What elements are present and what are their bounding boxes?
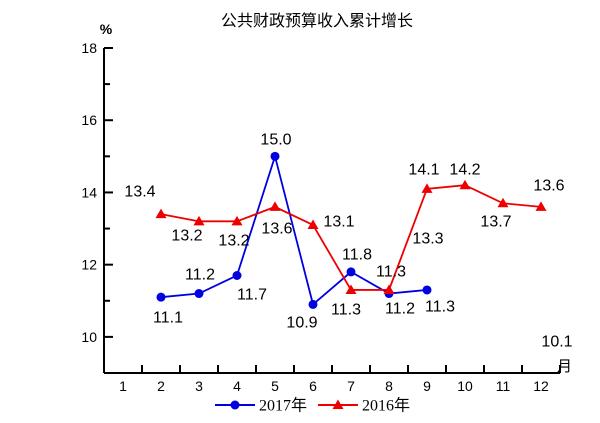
x-tick-label: 9 <box>423 378 431 394</box>
x-tick-label: 8 <box>385 378 393 394</box>
data-point-marker <box>459 179 471 190</box>
data-point-marker <box>345 284 357 294</box>
data-point-marker <box>422 285 432 295</box>
x-tick-label: 12 <box>533 378 549 394</box>
data-point-marker <box>231 215 243 226</box>
data-point-marker <box>383 284 395 294</box>
data-point-label: 13.7 <box>480 214 511 231</box>
data-point-label: 13.1 <box>323 214 354 231</box>
x-tick-label: 2 <box>157 378 165 394</box>
legend-item-label: 2016年 <box>362 397 410 415</box>
data-point-label: 11.1 <box>153 310 183 327</box>
data-point-marker <box>270 151 280 161</box>
data-point-marker <box>535 201 547 211</box>
data-point-marker <box>155 208 167 219</box>
data-point-label: 11.3 <box>425 299 455 316</box>
chart-title: 公共财政预算收入累计增长 <box>221 11 413 30</box>
x-tick-label: 7 <box>347 378 355 394</box>
data-point-label: 13.2 <box>171 228 202 245</box>
data-point-label: 13.6 <box>533 178 564 195</box>
data-point-label: 11.7 <box>237 287 267 304</box>
x-tick-label: 11 <box>496 378 511 394</box>
annotation-label: 13.3 <box>412 231 443 248</box>
data-point-marker <box>156 292 166 302</box>
x-tick-label: 5 <box>271 378 279 394</box>
data-point-label: 13.2 <box>218 233 249 250</box>
data-point-marker <box>194 289 204 299</box>
data-point-label: 15.0 <box>260 132 291 149</box>
data-point-label: 11.3 <box>376 264 406 281</box>
data-point-label: 10.9 <box>286 315 317 332</box>
data-point-marker <box>307 219 319 229</box>
y-axis-unit-label: % <box>100 21 113 37</box>
data-point-label: 14.1 <box>408 162 439 179</box>
data-point-label: 11.3 <box>331 302 361 319</box>
data-point-label: 11.2 <box>385 301 415 318</box>
y-tick-label: 18 <box>81 40 97 56</box>
y-tick-label: 16 <box>81 112 97 128</box>
data-point-label: 11.2 <box>185 267 215 284</box>
data-point-label: 13.4 <box>124 184 155 201</box>
data-point-marker <box>193 215 205 226</box>
legend-item-label: 2017年 <box>259 397 307 415</box>
data-point-marker <box>421 183 433 193</box>
data-point-marker <box>497 197 509 208</box>
data-point-marker <box>346 267 356 277</box>
y-tick-label: 14 <box>81 184 97 200</box>
x-tick-label: 4 <box>233 378 241 394</box>
data-point-marker <box>308 299 318 309</box>
x-tick-label: 1 <box>119 378 127 394</box>
data-point-label: 11.8 <box>342 247 372 264</box>
x-tick-label: 3 <box>195 378 203 394</box>
data-point-label: 14.2 <box>449 162 480 179</box>
legend-triangle-marker-icon <box>332 399 344 409</box>
legend-circle-marker-icon <box>230 400 240 410</box>
data-point-marker <box>232 271 242 280</box>
x-tick-label: 10 <box>457 378 473 394</box>
x-tick-label: 6 <box>309 378 317 394</box>
annotation-label: 10.1 <box>541 334 572 351</box>
y-tick-label: 12 <box>81 257 97 273</box>
data-point-label: 13.6 <box>261 221 292 238</box>
data-point-marker <box>269 201 281 211</box>
y-tick-label: 10 <box>81 329 97 345</box>
